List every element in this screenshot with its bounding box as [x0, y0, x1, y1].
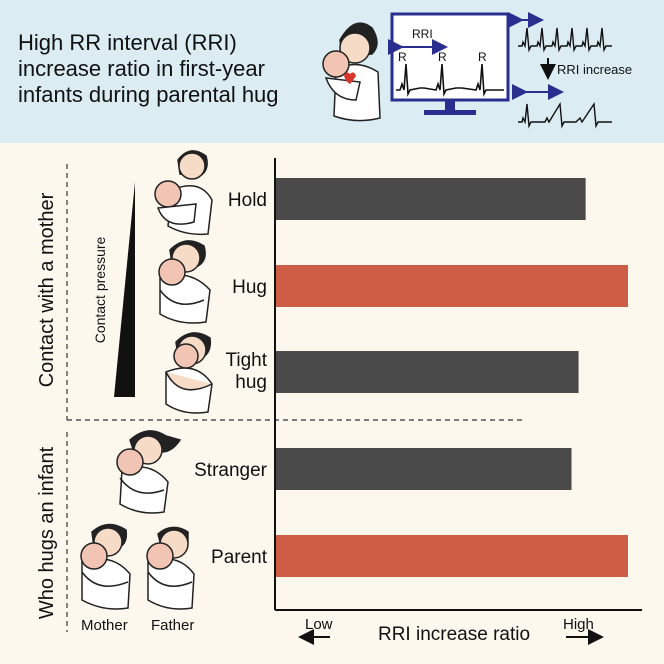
section-label-contact: Contact with a mother: [36, 192, 58, 387]
header-mother-infant-illustration: [322, 22, 381, 122]
stranger-illustration: [116, 430, 182, 514]
contact-pressure-wedge: [114, 182, 135, 397]
category-label-parent: Parent: [211, 547, 268, 568]
hold-illustration: [154, 150, 213, 236]
mother-illustration: [80, 523, 131, 610]
ecg-monitor-icon: [388, 12, 510, 115]
r-peak-label-3: R: [478, 50, 487, 64]
bar-hold: [275, 178, 586, 220]
category-label-stranger: Stranger: [194, 460, 268, 481]
contact-pressure-label: Contact pressure: [92, 236, 108, 343]
ecg-comparison-icon: [508, 12, 612, 129]
section-label-who: Who hugs an infant: [36, 446, 58, 619]
category-label-tight-hug: Tight hug: [225, 350, 267, 393]
title-line-1: High RR interval (RRI): [18, 30, 237, 55]
r-peak-label-1: R: [398, 50, 407, 64]
axis-high-label: High: [563, 616, 594, 633]
bar-hug: [275, 265, 628, 307]
father-illustration: [146, 526, 195, 610]
axis-title: RRI increase ratio: [378, 624, 530, 645]
monitor-rri-label: RRI: [412, 27, 433, 41]
category-label-hold: Hold: [228, 190, 267, 211]
bar-stranger: [275, 448, 572, 490]
father-label: Father: [151, 617, 194, 634]
hug-illustration: [158, 240, 211, 324]
tight-hug-illustration: [165, 332, 213, 414]
bar-parent: [275, 535, 628, 577]
r-peak-label-2: R: [438, 50, 447, 64]
mother-label: Mother: [81, 617, 128, 634]
title-line-3: infants during parental hug: [18, 82, 279, 107]
category-label-hug: Hug: [232, 277, 267, 298]
axis-low-label: Low: [305, 616, 333, 633]
title-line-2: increase ratio in first-year: [18, 56, 265, 81]
bar-chart: Hold Hug Tight hug Stranger Parent: [194, 178, 628, 577]
bar-tight-hug: [275, 351, 579, 393]
rri-increase-label: RRI increase: [557, 62, 632, 77]
